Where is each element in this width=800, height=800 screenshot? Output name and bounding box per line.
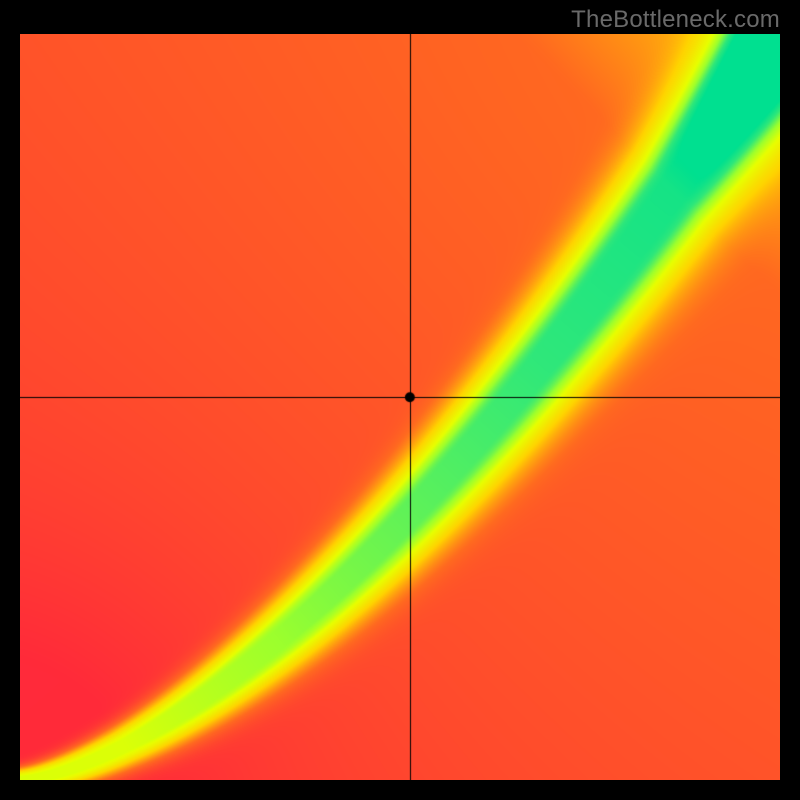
watermark-label: TheBottleneck.com (571, 6, 780, 34)
chart-frame: TheBottleneck.com (0, 0, 800, 800)
heatmap-canvas (20, 34, 780, 780)
heatmap-plot-area (20, 34, 780, 780)
